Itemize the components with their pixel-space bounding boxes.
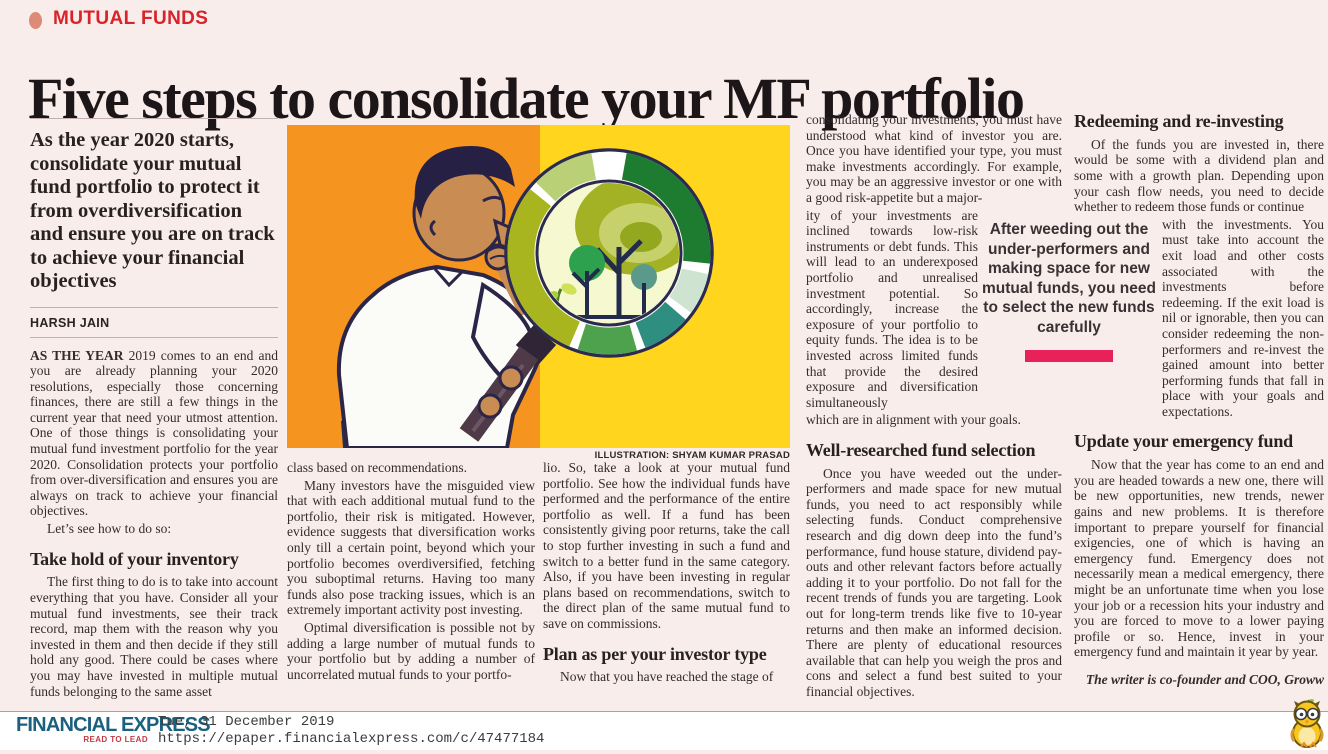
intro-text: 2019 comes to an end and you are already… xyxy=(30,347,278,519)
logo-tagline: READ TO LEAD xyxy=(83,735,148,744)
pull-quote: After weeding out the under-performers a… xyxy=(980,220,1158,362)
intro-lead-in: AS THE YEAR xyxy=(30,347,124,363)
magnifier-lens xyxy=(504,148,714,358)
column-3: lio. So, take a look at your mutual fund… xyxy=(543,460,790,687)
epaper-footer: FINANCIAL EXPRESS READ TO LEAD Tue, 31 D… xyxy=(0,711,1328,750)
writer-credit: The writer is co-founder and COO, Groww xyxy=(1085,672,1324,687)
paragraph: lio. So, take a look at your mutual fund… xyxy=(543,460,790,631)
pull-quote-bar xyxy=(1025,350,1113,362)
section-kicker: MUTUAL FUNDS xyxy=(53,8,209,29)
section-heading-inventory: Take hold of your inventory xyxy=(30,548,239,569)
paragraph: class based on recommendations. xyxy=(287,460,467,475)
article-illustration xyxy=(287,125,790,448)
paragraph: Let’s see how to do so: xyxy=(47,521,172,537)
section-heading-selection: Well-researched fund selection xyxy=(806,439,1036,460)
divider xyxy=(30,336,278,338)
paragraph: which are in alignment with your goals. xyxy=(806,412,1021,428)
paragraph-wrapped: with the investments. You must take into… xyxy=(1162,216,1324,419)
byline: HARSH JAIN xyxy=(30,315,110,330)
column-1: As the year 2020 starts, consolidate you… xyxy=(30,118,278,701)
column-2: class based on recommendations. Many inv… xyxy=(287,460,535,684)
section-bullet-icon xyxy=(29,12,42,29)
paragraph-wrapped: ity of your investments are inclined tow… xyxy=(806,207,978,410)
section-heading-plan: Plan as per your investor type xyxy=(543,643,767,664)
paragraph: Now that you have reached the stage of xyxy=(560,669,774,685)
publication-date: Tue, 31 December 2019 xyxy=(158,714,335,730)
standfirst: As the year 2020 starts, consolidate you… xyxy=(30,118,278,308)
owl-mascot-icon[interactable] xyxy=(1286,699,1328,754)
section-heading-emergency: Update your emergency fund xyxy=(1074,431,1293,452)
paragraph: Once you have weeded out the under-perfo… xyxy=(806,465,1062,699)
footer-meta: Tue, 31 December 2019 https://epaper.fin… xyxy=(158,714,544,748)
magnifier-illustration-image xyxy=(287,125,790,448)
paragraph: Optimal diversification is possible not … xyxy=(287,619,535,682)
financial-express-logo: FINANCIAL EXPRESS READ TO LEAD xyxy=(16,714,211,744)
intro-paragraph: AS THE YEAR 2019 comes to an end and you… xyxy=(30,348,278,520)
illustration-credit: ILLUSTRATION: SHYAM KUMAR PRASAD xyxy=(594,450,790,461)
paragraph: The first thing to do is to take into ac… xyxy=(30,574,278,699)
paragraph: Many investors have the misguided view t… xyxy=(287,477,535,618)
logo-text: FINANCIAL EXPRESS xyxy=(16,714,211,736)
epaper-url-link[interactable]: https://epaper.financialexpress.com/c/47… xyxy=(158,731,545,747)
section-heading-redeeming: Redeeming and re-investing xyxy=(1074,111,1284,131)
paragraph: Now that the year has come to an end and… xyxy=(1074,457,1324,660)
paragraph: consolidating your investments, you must… xyxy=(806,112,1062,205)
pull-quote-text: After weeding out the under-performers a… xyxy=(982,221,1156,336)
column-5: Redeeming and re-investing Of the funds … xyxy=(1074,111,1324,688)
paragraph: Of the funds you are invested in, there … xyxy=(1074,136,1324,215)
column-4: consolidating your investments, you must… xyxy=(806,112,1062,702)
